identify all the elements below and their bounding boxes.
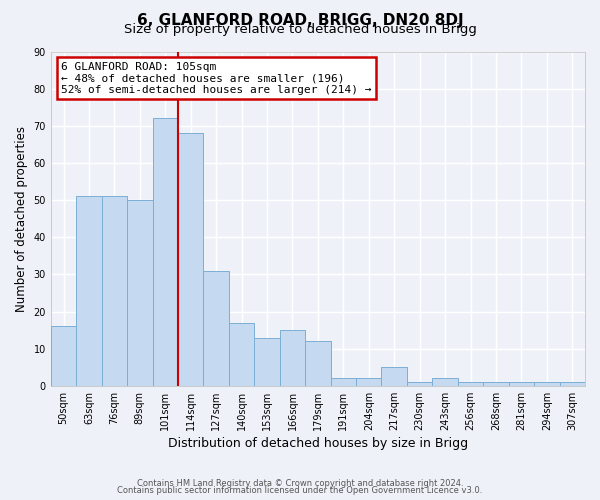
Bar xyxy=(356,378,382,386)
Bar xyxy=(433,378,458,386)
X-axis label: Distribution of detached houses by size in Brigg: Distribution of detached houses by size … xyxy=(168,437,468,450)
Bar xyxy=(254,338,280,386)
Text: 6, GLANFORD ROAD, BRIGG, DN20 8DJ: 6, GLANFORD ROAD, BRIGG, DN20 8DJ xyxy=(137,12,463,28)
Bar xyxy=(382,367,407,386)
Bar xyxy=(534,382,560,386)
Text: Contains public sector information licensed under the Open Government Licence v3: Contains public sector information licen… xyxy=(118,486,482,495)
Bar xyxy=(152,118,178,386)
Bar xyxy=(331,378,356,386)
Bar xyxy=(458,382,483,386)
Bar xyxy=(203,270,229,386)
Bar xyxy=(560,382,585,386)
Text: 6 GLANFORD ROAD: 105sqm
← 48% of detached houses are smaller (196)
52% of semi-d: 6 GLANFORD ROAD: 105sqm ← 48% of detache… xyxy=(61,62,372,94)
Bar xyxy=(509,382,534,386)
Text: Contains HM Land Registry data © Crown copyright and database right 2024.: Contains HM Land Registry data © Crown c… xyxy=(137,478,463,488)
Bar xyxy=(483,382,509,386)
Bar xyxy=(101,196,127,386)
Bar xyxy=(76,196,101,386)
Bar xyxy=(178,133,203,386)
Bar xyxy=(51,326,76,386)
Y-axis label: Number of detached properties: Number of detached properties xyxy=(15,126,28,312)
Bar xyxy=(305,341,331,386)
Bar xyxy=(280,330,305,386)
Bar xyxy=(407,382,433,386)
Bar xyxy=(127,200,152,386)
Text: Size of property relative to detached houses in Brigg: Size of property relative to detached ho… xyxy=(124,22,476,36)
Bar xyxy=(229,322,254,386)
